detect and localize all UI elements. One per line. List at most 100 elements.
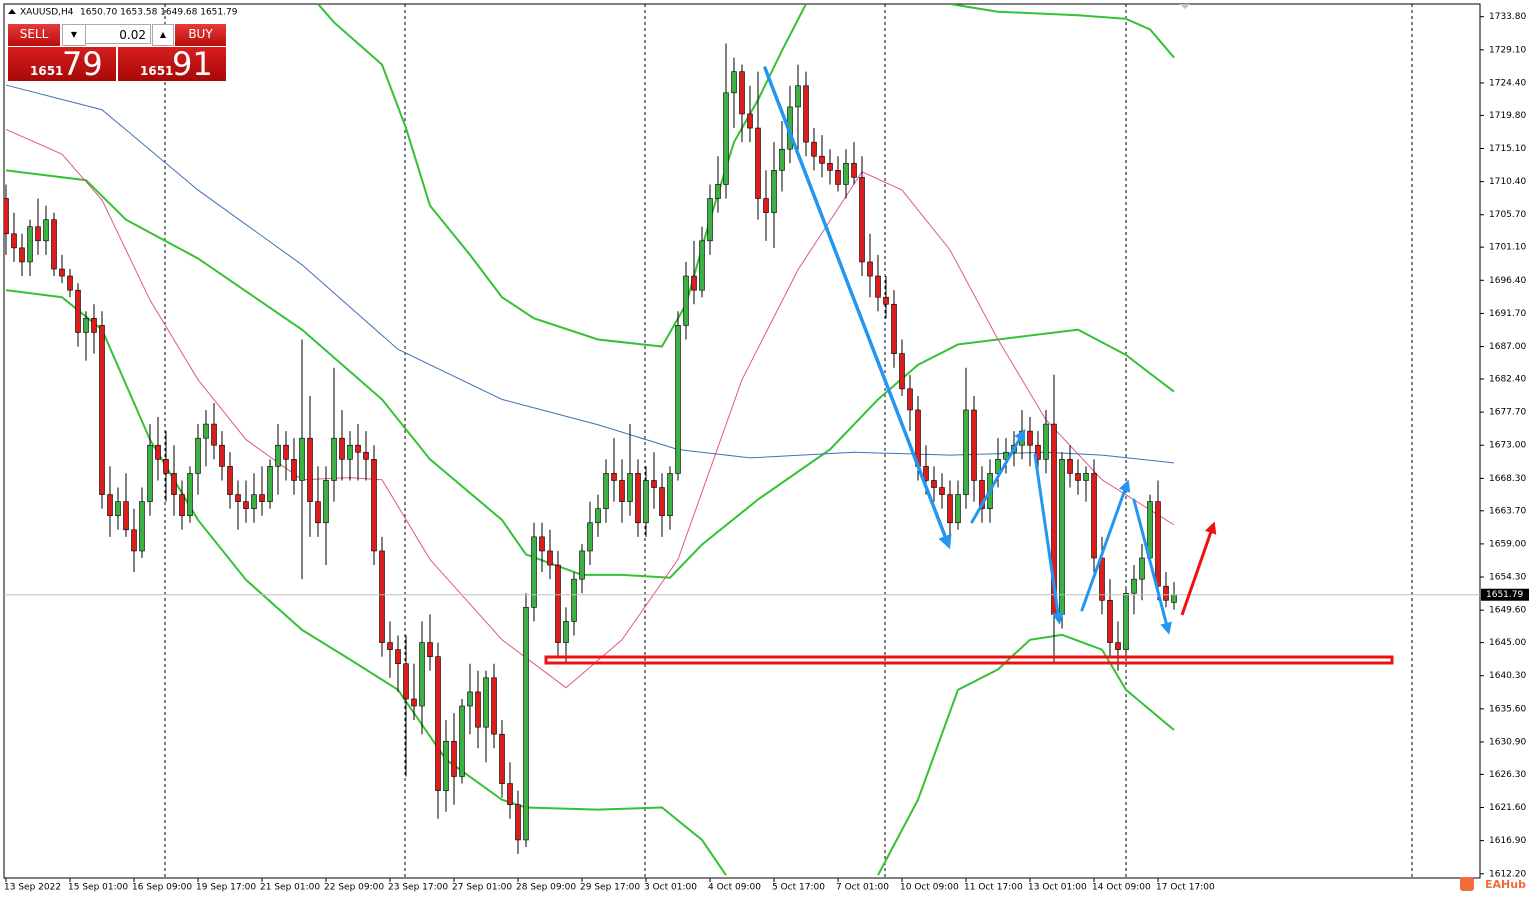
candle-body — [11, 233, 17, 249]
candle-body — [539, 536, 545, 552]
y-tick-label: 1724.40 — [1489, 78, 1526, 88]
candle-body — [4, 198, 9, 235]
y-tick-label: 1715.10 — [1489, 144, 1526, 154]
ask-big: 1651 — [140, 64, 174, 78]
candle-body — [875, 275, 881, 298]
candle-body — [547, 550, 553, 566]
candle-body — [227, 466, 233, 495]
candle-body — [363, 451, 369, 460]
candle-body — [827, 162, 833, 171]
candle-body — [627, 473, 633, 502]
candle-body — [339, 437, 345, 460]
candle-body — [51, 219, 57, 270]
candle-body — [1099, 557, 1105, 601]
y-tick-label: 1696.40 — [1489, 276, 1526, 286]
x-tick-label: 22 Sep 09:00 — [324, 883, 384, 893]
bid-pips: 79 — [62, 45, 103, 83]
candle-body — [971, 409, 977, 481]
x-tick-label: 16 Sep 09:00 — [132, 883, 192, 893]
candle-body — [403, 663, 409, 700]
candle-body — [523, 607, 529, 841]
x-tick-label: 19 Sep 17:00 — [196, 883, 256, 893]
candle-body — [1123, 592, 1129, 650]
candle-body — [211, 423, 217, 446]
candle-body — [459, 705, 465, 777]
candle-body — [243, 501, 249, 509]
candle-body — [451, 740, 457, 777]
candle-body — [163, 459, 169, 474]
candle-body — [67, 275, 73, 291]
sell-button[interactable]: SELL — [8, 24, 60, 46]
candle-body — [867, 261, 873, 277]
x-tick-label: 27 Sep 01:00 — [452, 883, 512, 893]
watermark-icon — [1460, 877, 1474, 891]
sell-price[interactable]: 1651 79 — [8, 45, 116, 83]
axes: 1733.80 1729.10 1724.40 1719.80 1715.10 1710.… — [4, 12, 1529, 893]
candle-body — [611, 473, 617, 481]
candle-body — [123, 501, 129, 531]
candle-body — [155, 444, 161, 460]
volume-down[interactable]: ▼ — [62, 24, 86, 46]
x-tick-label: 28 Sep 09:00 — [516, 883, 576, 893]
price-tag — [1481, 588, 1529, 601]
candle-body — [395, 649, 401, 665]
candle-body — [419, 642, 425, 707]
y-tick-label: 1659.00 — [1489, 539, 1526, 549]
y-tick-label: 1626.30 — [1489, 770, 1526, 780]
candle-body — [883, 296, 889, 305]
candle-body — [27, 226, 33, 263]
candle-body — [795, 85, 801, 108]
candle-body — [907, 388, 913, 411]
candle-body — [723, 92, 729, 185]
y-tick-label: 1677.70 — [1489, 408, 1526, 418]
indicator-line — [317, 4, 1175, 348]
candle-body — [939, 487, 945, 495]
candle-body — [771, 170, 777, 213]
volume-up[interactable]: ▲ — [152, 24, 174, 46]
y-tick-label: 1682.40 — [1489, 374, 1526, 384]
candle-body — [1075, 473, 1081, 481]
candle-body — [595, 508, 601, 524]
candle-body — [483, 677, 489, 728]
y-tick-label: 1687.00 — [1489, 342, 1526, 352]
y-tick-label: 1649.60 — [1489, 606, 1526, 616]
candle-body — [707, 198, 713, 242]
candle-body — [979, 480, 985, 509]
candle-body — [995, 459, 1001, 474]
ohlc-info: 1650.70 1653.58 1649.68 1651.79 — [80, 8, 238, 18]
candle-body — [651, 480, 657, 488]
candle-body — [147, 444, 153, 502]
buy-button[interactable]: BUY — [175, 24, 226, 46]
y-tick-label: 1710.40 — [1489, 177, 1526, 187]
red-arrow — [1180, 521, 1217, 616]
candle-body — [307, 437, 313, 502]
candle-body — [899, 353, 905, 390]
candle-body — [635, 473, 641, 524]
candle-body — [571, 578, 577, 622]
volume-input[interactable]: 0.02 — [85, 24, 151, 44]
buy-price[interactable]: 1651 91 — [118, 45, 226, 83]
candle-body — [779, 148, 785, 171]
drawn-arrows — [763, 66, 1172, 635]
candle-body — [531, 536, 537, 608]
candle-body — [323, 480, 329, 524]
x-tick-label: 21 Sep 01:00 — [260, 883, 320, 893]
candle-body — [819, 155, 825, 164]
candle-body — [675, 325, 681, 474]
period-separators — [164, 4, 1413, 878]
candle-body — [843, 162, 849, 185]
candle-body — [91, 318, 97, 333]
trade-panel: SELL ▼ 0.02 ▲ BUY 1651 79 1651 91 — [8, 24, 226, 83]
y-tick-label: 1640.30 — [1489, 671, 1526, 681]
candle-body — [587, 522, 593, 552]
ask-pips: 91 — [172, 45, 213, 83]
y-tick-label: 1654.30 — [1489, 573, 1526, 583]
candle-body — [1171, 594, 1177, 603]
candle-body — [499, 733, 505, 784]
candle-body — [1091, 473, 1097, 559]
candle-body — [475, 691, 481, 728]
y-tick-label: 1645.00 — [1489, 638, 1526, 648]
x-tick-label: 29 Sep 17:00 — [580, 883, 640, 893]
y-tick-label: 1612.20 — [1489, 869, 1526, 879]
